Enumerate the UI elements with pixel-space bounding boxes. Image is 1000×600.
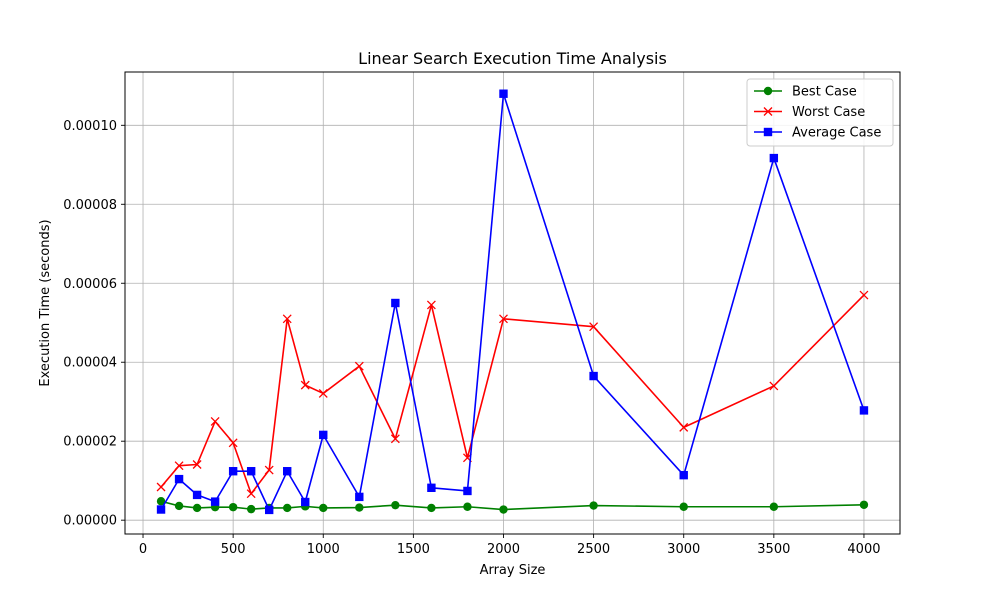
data-point [156, 497, 166, 506]
plot-frame [124, 71, 901, 535]
data-point [319, 430, 328, 440]
legend-entry: Average Case [754, 126, 881, 141]
x-tick-label: 3000 [667, 542, 700, 557]
data-point [192, 503, 202, 513]
legend-marker [763, 107, 773, 116]
data-point [463, 486, 472, 496]
data-point [589, 322, 599, 332]
data-point [246, 504, 256, 514]
data-point [282, 314, 292, 324]
data-point [679, 502, 688, 511]
data-point [354, 361, 364, 371]
data-point [192, 460, 202, 469]
data-point [246, 467, 256, 476]
legend-label: Worst Case [792, 105, 865, 120]
data-point [589, 371, 598, 381]
legend-label: Average Case [792, 126, 881, 141]
data-point [228, 502, 238, 512]
y-tick-label: 0.00010 [63, 119, 117, 134]
data-point [859, 500, 869, 509]
data-point [427, 483, 436, 492]
series-average-case [156, 89, 869, 515]
data-point [192, 490, 202, 500]
legend-label: Best Case [792, 85, 857, 100]
data-point [174, 501, 184, 511]
data-point [391, 500, 400, 510]
data-point [264, 465, 274, 475]
data-point [679, 470, 688, 480]
y-tick-label: 0.00008 [63, 198, 117, 213]
data-point [499, 314, 508, 324]
data-point [210, 417, 220, 426]
legend-entry: Worst Case [754, 105, 865, 120]
data-point [859, 290, 869, 300]
y-tick-label: 0.00002 [63, 435, 117, 450]
data-point [318, 388, 328, 398]
data-point [210, 497, 220, 506]
data-point [769, 502, 779, 511]
grid [125, 72, 900, 534]
data-point [283, 467, 292, 476]
data-point [174, 461, 184, 471]
x-tick-label: 4000 [847, 542, 880, 557]
data-point [156, 505, 166, 514]
y-axis-label: Execution Time (seconds) [38, 219, 53, 386]
data-point [499, 505, 508, 514]
data-point [228, 467, 238, 476]
chart-title: Linear Search Execution Time Analysis [358, 49, 667, 68]
data-point [390, 434, 400, 444]
legend-marker [763, 86, 773, 96]
data-point [156, 482, 166, 492]
data-point [859, 406, 869, 415]
x-tick-label: 1500 [397, 542, 430, 557]
series-worst-case [156, 290, 869, 499]
legend-entry: Best Case [754, 85, 857, 100]
data-point [679, 422, 689, 432]
x-tick-label: 3500 [757, 542, 790, 557]
data-point [174, 474, 184, 484]
legend: Best Case Worst Case Average Case [746, 78, 894, 147]
x-tick-label: 0 [139, 542, 147, 557]
x-tick-label: 500 [221, 542, 246, 557]
data-point [589, 501, 598, 510]
legend-marker [763, 127, 773, 137]
data-point [427, 503, 436, 513]
data-point [499, 89, 508, 98]
y-tick-label: 0.00006 [63, 277, 117, 292]
x-tick-label: 2500 [577, 542, 610, 557]
data-point [264, 505, 274, 515]
axis-ticks: 0 500 1000 1500 2000 2500 3000 3500 4000 0.00000 0… [63, 119, 880, 557]
data-point [301, 497, 310, 507]
data-point [319, 503, 328, 513]
data-point [283, 503, 292, 513]
data-point [426, 300, 436, 310]
plot-series [156, 89, 869, 515]
x-axis-label: Array Size [480, 563, 546, 578]
data-point [769, 381, 779, 391]
x-tick-label: 1000 [307, 542, 340, 557]
data-point [769, 153, 779, 163]
data-point [355, 503, 364, 512]
data-point [246, 489, 256, 499]
data-point [355, 492, 364, 502]
data-point [228, 438, 238, 448]
legend-box [746, 78, 894, 147]
x-tick-label: 2000 [487, 542, 520, 557]
y-tick-label: 0.00004 [63, 356, 117, 371]
data-point [300, 380, 310, 390]
data-point [391, 298, 400, 308]
data-point [463, 502, 472, 511]
y-tick-label: 0.00000 [63, 514, 117, 529]
